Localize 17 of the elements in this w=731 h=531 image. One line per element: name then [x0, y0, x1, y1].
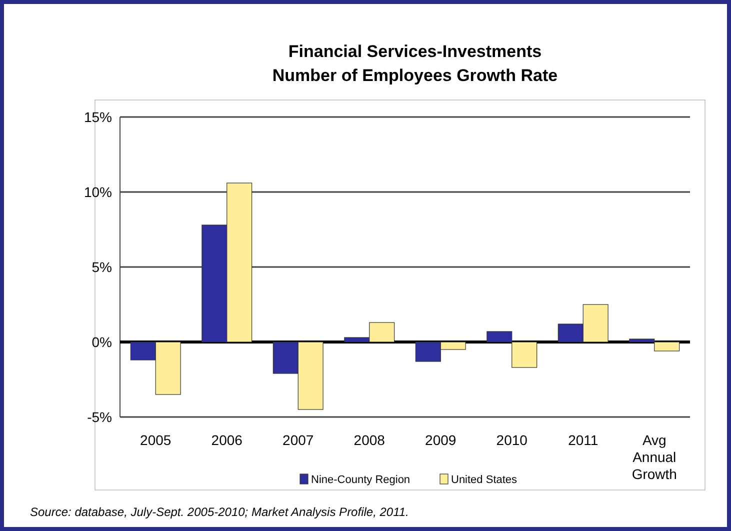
- y-tick-label: 15%: [84, 109, 112, 125]
- y-tick-label: -5%: [87, 409, 112, 425]
- y-tick-label: 0%: [92, 334, 112, 350]
- legend-label: Nine-County Region: [311, 474, 410, 486]
- x-tick-label: 2007: [282, 432, 314, 448]
- x-tick-label: 2008: [354, 432, 386, 448]
- x-tick-label: 2005: [140, 432, 172, 448]
- source-note: Source: database, July-Sept. 2005-2010; Market Analysis Profile, 2011.: [30, 505, 409, 519]
- y-tick-label: 5%: [92, 259, 112, 275]
- x-tick-label: Avg Annual Growth: [632, 432, 677, 482]
- x-tick-label: 2009: [425, 432, 456, 448]
- x-tick-label: 2011: [568, 432, 598, 448]
- chart-title: Financial Services-Investments Number of Employees Growth Rate: [272, 42, 558, 85]
- x-tick-label: 2010: [496, 432, 528, 448]
- x-tick-label: 2006: [211, 432, 243, 448]
- y-tick-label: 10%: [84, 184, 112, 200]
- legend-label: United States: [451, 474, 518, 486]
